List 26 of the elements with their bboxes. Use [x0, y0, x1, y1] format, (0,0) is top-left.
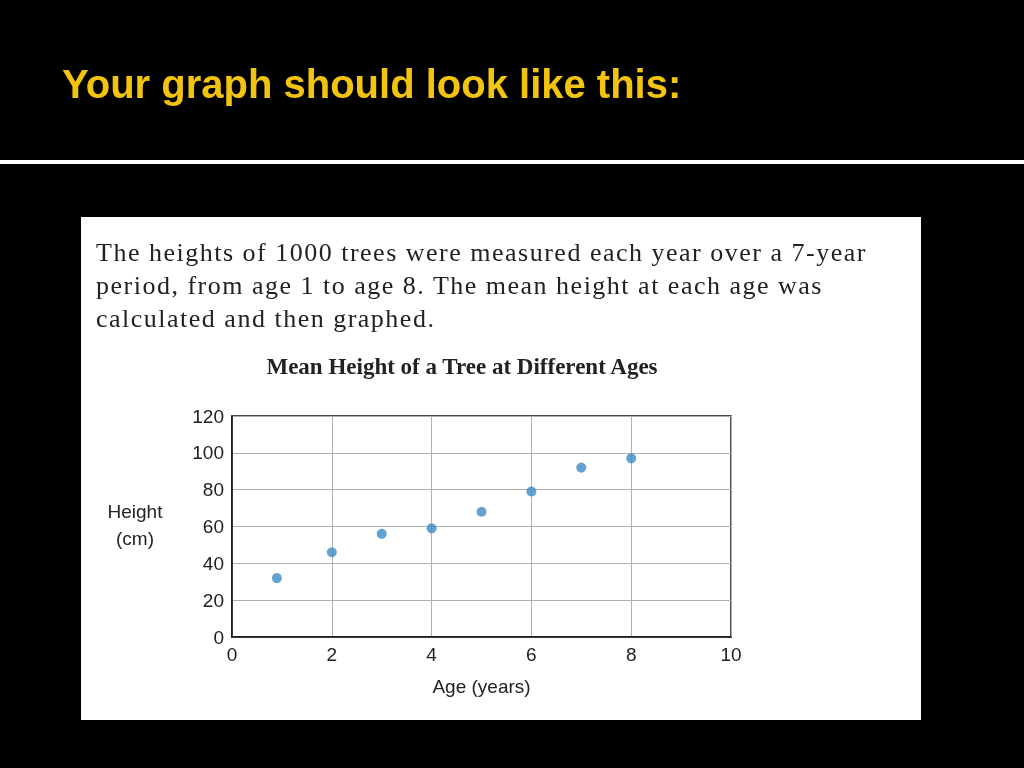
text: Your graph should look like this: [62, 62, 682, 107]
x-tick-label: 8 [625, 644, 637, 665]
y-tick-label: 20 [202, 589, 224, 611]
y-tick-label: 80 [202, 479, 224, 501]
point [576, 462, 587, 473]
x-axis-title: Age (years) [432, 676, 531, 697]
x-tick-label: 6 [526, 644, 537, 665]
point [526, 486, 537, 497]
chart-title: Mean Height of a Tree at Different Ages [266, 354, 658, 379]
point [376, 528, 387, 539]
y-tick-label: 120 [192, 405, 224, 427]
x-tick-label: 4 [426, 644, 438, 665]
x-tick-label: 2 [326, 644, 338, 665]
y-tick-label: 0 [213, 626, 224, 648]
point [426, 523, 437, 534]
x-tick-label: 10 [720, 644, 742, 665]
x-tick-label: 0 [226, 644, 238, 665]
y-axis-title: Height (cm) [106, 500, 164, 551]
y-tick-label: 100 [192, 442, 224, 464]
y-tick-label: 40 [202, 552, 224, 574]
y-tick-label: 60 [202, 516, 224, 537]
point [476, 506, 487, 517]
point [626, 453, 637, 464]
text: The heights of 1000 trees were measured each year over a 7-year period, from age 1 to age 8. The mean height at each age was calculated and then graphed. [96, 237, 868, 335]
point [271, 573, 282, 584]
point [326, 547, 337, 558]
